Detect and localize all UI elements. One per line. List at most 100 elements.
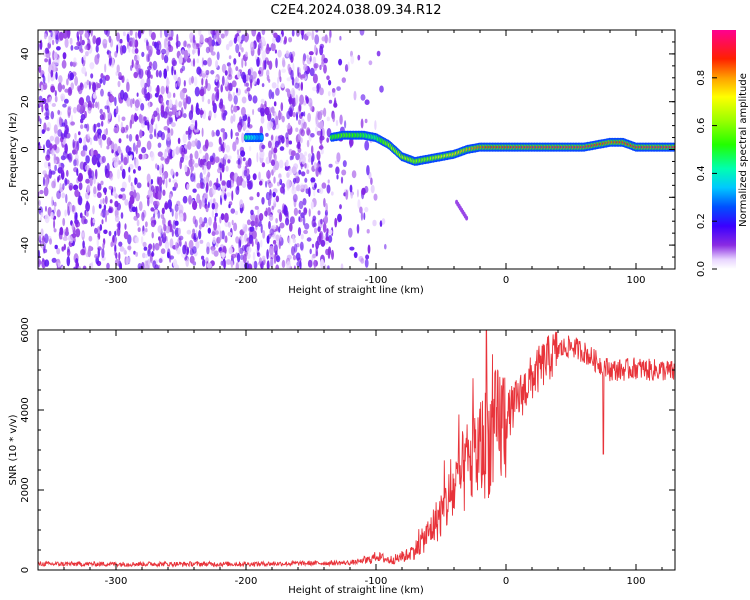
noise-blob bbox=[40, 126, 43, 137]
noise-blob bbox=[220, 252, 226, 258]
noise-blob bbox=[266, 69, 270, 77]
noise-blob bbox=[146, 39, 149, 47]
noise-blob bbox=[66, 256, 71, 267]
noise-blob bbox=[194, 163, 199, 168]
noise-blob bbox=[148, 101, 151, 109]
noise-blob bbox=[182, 212, 187, 222]
noise-blob bbox=[232, 113, 236, 122]
noise-blob bbox=[206, 246, 210, 255]
noise-blob bbox=[147, 189, 153, 198]
noise-blob bbox=[258, 257, 263, 265]
noise-blob bbox=[150, 31, 156, 41]
noise-blob bbox=[261, 50, 267, 61]
noise-blob bbox=[84, 123, 88, 129]
noise-blob bbox=[339, 204, 342, 210]
noise-blob bbox=[239, 239, 242, 248]
noise-blob bbox=[315, 30, 319, 33]
noise-blob bbox=[172, 259, 178, 268]
noise-blob bbox=[44, 233, 49, 244]
noise-blob bbox=[43, 33, 47, 40]
noise-blob bbox=[73, 57, 77, 63]
noise-blob bbox=[341, 77, 346, 83]
noise-blob bbox=[260, 98, 265, 104]
noise-blob bbox=[69, 203, 73, 213]
noise-blob bbox=[290, 150, 296, 157]
noise-blob bbox=[303, 100, 307, 106]
noise-blob bbox=[231, 190, 234, 201]
noise-blob bbox=[211, 231, 216, 237]
noise-blob bbox=[223, 153, 228, 160]
noise-blob bbox=[279, 178, 283, 185]
noise-blob bbox=[64, 98, 69, 104]
noise-blob bbox=[101, 219, 104, 225]
noise-blob bbox=[267, 60, 270, 66]
noise-blob bbox=[246, 169, 249, 176]
noise-blob bbox=[297, 141, 301, 150]
noise-blob bbox=[298, 169, 302, 175]
noise-blob bbox=[234, 34, 237, 43]
noise-blob bbox=[205, 69, 210, 76]
noise-blob bbox=[262, 60, 265, 71]
noise-blob bbox=[290, 98, 295, 105]
noise-blob bbox=[320, 129, 323, 138]
noise-blob bbox=[275, 115, 279, 126]
x-tick-label: 0 bbox=[503, 576, 509, 587]
noise-blob bbox=[114, 96, 117, 107]
noise-blob bbox=[199, 110, 204, 115]
noise-blob bbox=[38, 95, 43, 102]
noise-blob bbox=[308, 157, 311, 163]
noise-blob bbox=[246, 241, 251, 247]
noise-blob bbox=[223, 259, 226, 269]
noise-blob bbox=[319, 135, 325, 141]
noise-blob bbox=[308, 208, 311, 217]
noise-blob bbox=[138, 153, 143, 160]
noise-blob bbox=[192, 34, 196, 44]
noise-blob bbox=[104, 195, 108, 205]
noise-blob bbox=[259, 67, 264, 77]
noise-blob bbox=[230, 115, 234, 124]
noise-blob bbox=[236, 176, 241, 187]
noise-blob bbox=[309, 55, 312, 62]
noise-blob bbox=[96, 128, 102, 135]
noise-blob bbox=[61, 84, 65, 90]
noise-blob bbox=[57, 167, 63, 174]
noise-blob bbox=[77, 35, 80, 42]
noise-blob bbox=[301, 30, 304, 40]
noise-blob bbox=[271, 82, 277, 89]
y-tick-label: 20 bbox=[20, 95, 31, 108]
noise-blob bbox=[356, 189, 359, 198]
noise-blob bbox=[186, 229, 192, 235]
noise-blob bbox=[321, 127, 325, 138]
noise-blob bbox=[106, 145, 110, 150]
noise-blob bbox=[104, 63, 107, 73]
noise-blob bbox=[93, 123, 96, 133]
noise-blob bbox=[75, 212, 78, 220]
noise-field bbox=[38, 30, 387, 269]
noise-blob bbox=[134, 48, 139, 54]
noise-blob bbox=[379, 220, 383, 228]
noise-blob bbox=[177, 137, 181, 144]
noise-blob bbox=[136, 182, 142, 189]
noise-blob bbox=[101, 133, 107, 141]
noise-blob bbox=[353, 251, 358, 259]
noise-blob bbox=[67, 106, 72, 117]
noise-blob bbox=[171, 57, 176, 66]
noise-blob bbox=[278, 226, 281, 233]
noise-blob bbox=[126, 81, 130, 92]
noise-blob bbox=[294, 82, 300, 89]
noise-blob bbox=[284, 165, 290, 171]
noise-blob bbox=[372, 219, 377, 227]
noise-blob bbox=[319, 87, 324, 96]
noise-blob bbox=[121, 168, 126, 179]
noise-blob bbox=[252, 108, 255, 116]
noise-blob bbox=[306, 237, 312, 242]
noise-blob bbox=[266, 207, 271, 216]
noise-blob bbox=[116, 32, 120, 42]
noise-blob bbox=[266, 249, 269, 260]
noise-blob bbox=[221, 230, 225, 240]
noise-blob bbox=[281, 115, 285, 123]
noise-blob bbox=[130, 114, 135, 125]
noise-blob bbox=[160, 85, 165, 95]
noise-blob bbox=[300, 233, 304, 240]
x-tick-label: -100 bbox=[365, 275, 388, 286]
